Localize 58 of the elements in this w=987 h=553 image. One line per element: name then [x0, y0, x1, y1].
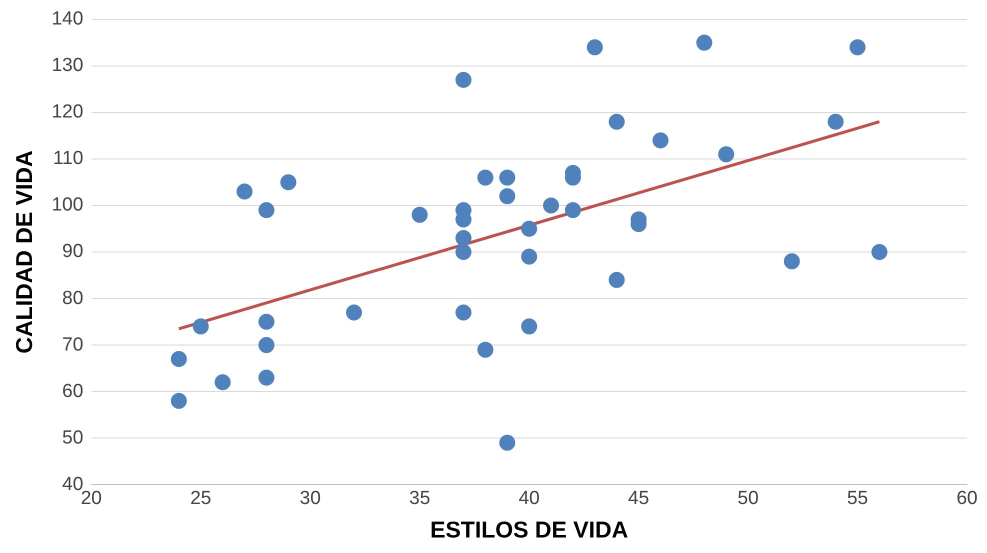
point	[521, 318, 538, 334]
point	[192, 318, 209, 334]
point	[499, 188, 516, 204]
y-tick-label: 80	[62, 288, 84, 309]
point	[586, 39, 603, 56]
point	[170, 392, 187, 409]
point	[521, 220, 538, 237]
point	[412, 206, 428, 223]
x-tick-label: 55	[846, 488, 868, 510]
point	[455, 230, 472, 246]
point	[236, 184, 253, 200]
point	[170, 350, 187, 367]
point	[652, 132, 669, 148]
y-tick-label: 100	[52, 194, 84, 216]
x-tick-label: 45	[628, 488, 650, 510]
x-tick-label: 60	[956, 488, 978, 510]
point	[784, 253, 800, 270]
point	[258, 202, 274, 218]
x-tick-label: 20	[80, 488, 102, 510]
point	[214, 374, 231, 390]
y-tick-label: 50	[62, 427, 84, 448]
point	[718, 146, 734, 162]
point	[258, 314, 274, 330]
point	[850, 39, 866, 56]
point	[346, 304, 362, 320]
y-tick-label: 60	[62, 380, 84, 402]
point	[258, 337, 274, 354]
x-axis-title: ESTILOS DE VIDA	[430, 516, 628, 543]
point	[828, 114, 844, 130]
point	[455, 304, 472, 320]
x-tick-label: 25	[190, 488, 212, 510]
point	[280, 174, 296, 190]
point	[455, 244, 472, 260]
y-tick-label: 110	[53, 148, 84, 170]
point	[564, 202, 581, 218]
point	[608, 272, 625, 288]
y-tick-label: 130	[52, 55, 84, 76]
x-tick-label: 40	[518, 488, 540, 510]
y-tick-label: 90	[62, 241, 84, 262]
point	[499, 434, 516, 451]
point	[608, 114, 625, 130]
y-axis-title: CALIDAD DE VIDA	[11, 150, 38, 354]
point	[696, 34, 712, 51]
point	[521, 248, 538, 265]
y-tick-label: 120	[52, 102, 84, 123]
y-tick-label: 40	[62, 474, 84, 495]
x-tick-label: 35	[409, 488, 430, 510]
point	[499, 170, 516, 186]
point	[543, 197, 560, 214]
x-tick-label: 30	[300, 488, 321, 510]
point	[258, 370, 274, 386]
x-tick-label: 50	[738, 488, 759, 510]
point	[477, 342, 494, 358]
y-tick-label: 70	[62, 334, 84, 356]
point	[871, 244, 888, 260]
point	[455, 72, 472, 88]
y-tick-label: 140	[52, 8, 84, 30]
point	[477, 170, 494, 186]
